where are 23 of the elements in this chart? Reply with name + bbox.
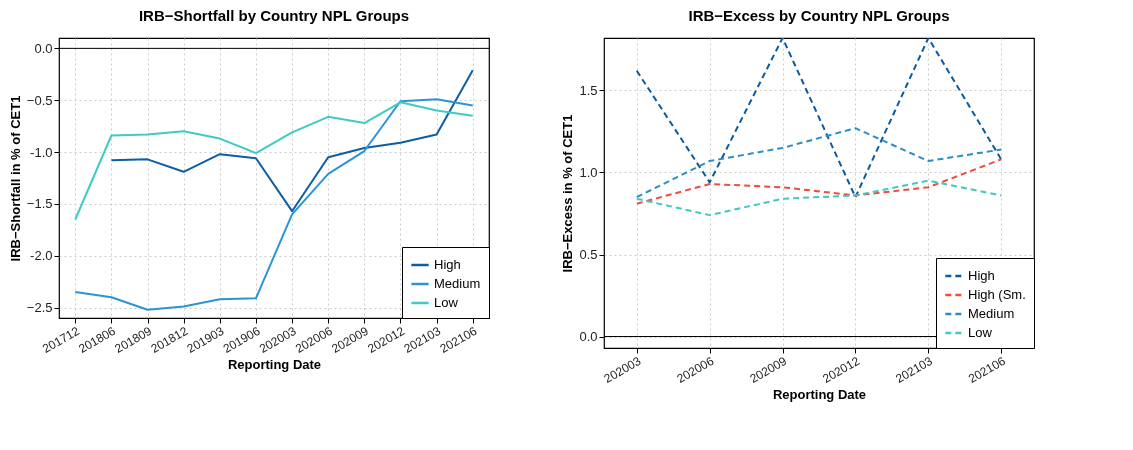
y-axis-title: IRB−Shortfall in % of CET1 [7,95,23,262]
y-tick-label: 1.0 [579,165,598,180]
y-tick-label: −0.5 [26,92,53,108]
y-tick-label: 1.5 [579,82,598,98]
y-axis-title: IRB−Excess in % of CET1 [560,114,576,273]
x-axis-title: Reporting Date [227,357,322,373]
y-tick-label: 0.0 [34,40,53,56]
legend-label: Medium [968,306,1015,321]
y-tick-label: 0.0 [579,329,598,345]
legend-label: Medium [434,276,481,291]
y-tick-label: −2.5 [26,300,53,316]
y-tick-label: -1.0 [30,144,53,160]
legend-label: Low [968,325,993,340]
x-axis-title: Reporting Date [772,387,867,403]
legend-label: High (Sm. [968,287,1026,302]
legend-label: High [434,257,461,272]
y-tick-label: -2.0 [30,248,53,264]
y-tick-label: 0.5 [579,247,598,263]
chart-title: IRB−Excess by Country NPL Groups [688,7,950,24]
legend-label: High [968,268,995,283]
legend-label: Low [434,295,459,310]
y-tick-label: −1.5 [26,196,53,212]
chart-title: IRB−Shortfall by Country NPL Groups [138,7,410,24]
